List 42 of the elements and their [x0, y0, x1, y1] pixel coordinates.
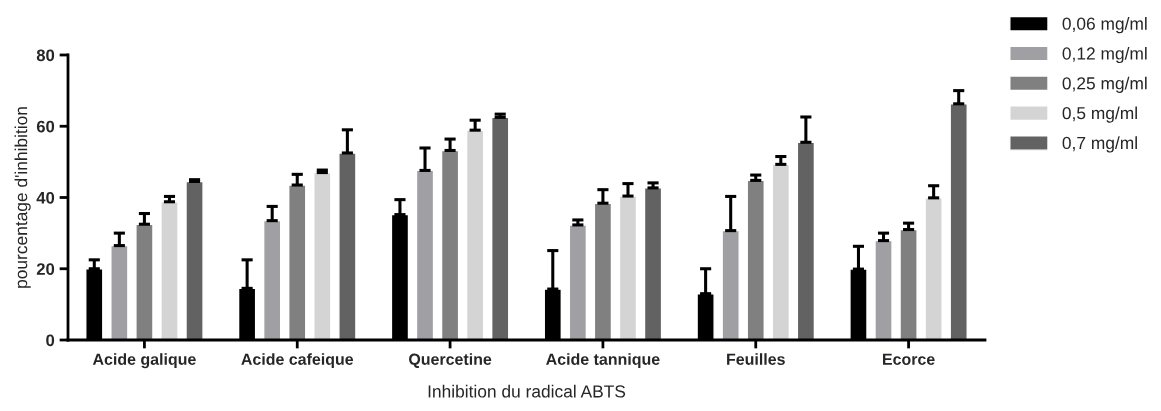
bar	[490, 116, 510, 340]
y-tick-label: 20	[36, 263, 55, 275]
bar	[924, 197, 943, 340]
bar	[568, 224, 588, 340]
y-tick-label: 60	[36, 120, 55, 133]
bar	[618, 195, 638, 340]
bar	[746, 179, 765, 340]
bar	[949, 103, 968, 340]
legend-label: 0,7 mg/ml	[1062, 136, 1137, 153]
bar	[771, 163, 791, 340]
x-tick-label: Acide galique	[92, 353, 196, 369]
y-tick-label: 40	[36, 191, 55, 204]
legend-label: 0,12 mg/ml	[1062, 46, 1147, 64]
y-axis-title: pourcentage d'inhibition	[14, 107, 31, 288]
bar	[643, 187, 663, 340]
bar	[262, 219, 282, 340]
bar	[440, 149, 460, 340]
bar	[874, 239, 893, 340]
legend-label: 0,06 mg/ml	[1062, 17, 1147, 34]
bar	[288, 184, 307, 340]
x-tick-label: Ecorce	[883, 353, 935, 365]
y-tick-label: 0	[46, 334, 55, 347]
bar	[796, 141, 816, 340]
bar	[313, 171, 332, 340]
x-tick-label: Acide cafeique	[241, 353, 354, 369]
bar	[110, 244, 129, 340]
x-axis-title: Inhibition du radical ABTS	[428, 384, 626, 398]
bar	[338, 152, 357, 340]
legend-label: 0,5 mg/ml	[1062, 106, 1137, 123]
x-tick-label: Acide tannique	[546, 353, 660, 369]
bar	[135, 223, 154, 340]
y-tick-label: 80	[36, 49, 55, 62]
bar	[721, 229, 740, 340]
bar	[415, 169, 435, 340]
x-tick-label: Quercetine	[409, 353, 492, 368]
x-tick-label: Feuilles	[727, 353, 785, 365]
bar	[185, 180, 204, 340]
legend-label: 0,25 mg/ml	[1062, 76, 1147, 93]
bar	[899, 228, 918, 340]
bar	[160, 201, 179, 340]
bar	[593, 202, 613, 340]
bar	[465, 129, 485, 340]
